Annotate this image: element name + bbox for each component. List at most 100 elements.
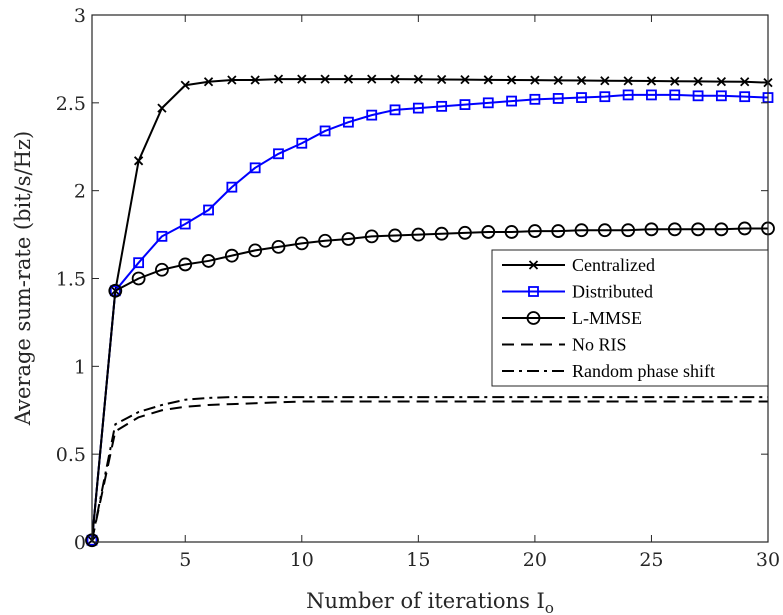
legend-item-centralized-label: Centralized: [572, 255, 655, 275]
y-tick-label: 2.5: [56, 93, 86, 115]
series-distributed-point: [506, 95, 517, 107]
series-l-mmse-point: [621, 223, 636, 238]
series-centralized-point: [320, 74, 330, 84]
y-tick-label: 3: [74, 5, 86, 27]
series-l-mmse-point: [434, 226, 449, 241]
series-centralized-point: [273, 74, 284, 84]
legend-item-centralized-point: [528, 260, 539, 270]
legend-item-l-mmse-point: [526, 311, 541, 325]
series-centralized-line: [91, 78, 769, 541]
series-l-mmse-point: [201, 254, 216, 268]
legend-item-l-mmse: L-MMSE: [502, 308, 642, 328]
series-centralized-point: [740, 77, 750, 87]
series-distributed-point: [343, 116, 354, 128]
series-centralized-point: [343, 74, 354, 84]
x-tick-label: 5: [179, 549, 191, 571]
series-l-mmse-point: [388, 228, 402, 243]
series-distributed-point: [226, 181, 238, 193]
series-distributed-point: [552, 93, 564, 104]
series-distributed-point: [179, 218, 191, 230]
series-distributed-point: [296, 137, 308, 149]
series-l-mmse-point: [691, 222, 705, 237]
series-centralized-point: [670, 76, 680, 86]
series-centralized-point: [576, 75, 587, 86]
series-centralized-point: [623, 76, 633, 86]
series-centralized-point: [460, 75, 470, 85]
legend-item-distributed-label: Distributed: [572, 282, 653, 302]
series-distributed-point: [715, 90, 727, 102]
series-l-mmse-point: [644, 222, 659, 237]
series-distributed-point: [366, 109, 378, 121]
series-l-mmse-point: [364, 229, 379, 244]
series-distributed-point: [529, 93, 541, 105]
series-distributed: [86, 89, 774, 546]
series-l-mmse-point: [527, 224, 542, 238]
x-tick-label: 30: [756, 549, 780, 571]
series-distributed-point: [273, 148, 284, 160]
series-distributed-point: [319, 125, 331, 137]
series-distributed-point: [459, 99, 471, 110]
series-l-mmse-point: [714, 222, 729, 237]
series-centralized-point: [227, 75, 237, 85]
series-no-ris: [91, 400, 768, 541]
y-tick-label: 1.5: [56, 269, 86, 291]
series-distributed-point: [203, 204, 214, 216]
x-tick-label: 20: [523, 549, 547, 571]
legend: Centralized Distributed L-MMSE No RIS Random…: [491, 249, 769, 387]
series-l-mmse-point: [458, 225, 472, 240]
series-l-mmse-point: [481, 225, 496, 239]
legend-item-centralized: Centralized: [502, 255, 655, 275]
series-distributed-point: [436, 100, 448, 112]
legend-item-l-mmse-label: L-MMSE: [572, 308, 642, 328]
series-centralized-point: [600, 76, 610, 86]
series-l-mmse-point: [294, 236, 309, 251]
series-l-mmse-point: [318, 233, 333, 248]
series-l-mmse-point: [597, 223, 612, 238]
series-l-mmse: [85, 221, 775, 548]
tick-layer: 5 10 15 20 25 30 0 0.5 1 1.5 2 2.5 3: [56, 5, 780, 571]
series-l-mmse-point: [411, 227, 426, 242]
series-l-mmse-point: [248, 243, 263, 258]
series-distributed-point: [133, 257, 145, 269]
series-l-mmse-point: [178, 257, 193, 272]
legend-item-distributed-point: [528, 286, 539, 297]
series-distributed-point: [156, 230, 168, 242]
series-layer: [85, 74, 775, 548]
series-centralized-point: [483, 75, 493, 85]
series-l-mmse-point: [224, 248, 239, 263]
series-distributed-point: [576, 92, 587, 103]
series-centralized-point: [297, 74, 307, 84]
y-tick-label: 1: [74, 356, 86, 378]
x-axis-label-main: Number of iterations I: [306, 589, 545, 613]
legend-item-no-ris-label: No RIS: [572, 335, 627, 355]
series-centralized: [87, 74, 773, 545]
series-l-mmse-point: [271, 239, 286, 254]
series-distributed-point: [692, 90, 704, 102]
x-tick-label: 15: [406, 549, 430, 571]
series-centralized-point: [553, 75, 563, 85]
series-distributed-point: [646, 89, 657, 101]
legend-item-no-ris: No RIS: [502, 335, 627, 355]
series-l-mmse-point: [551, 224, 566, 238]
legend-item-random-phase-shift: Random phase shift: [502, 361, 715, 381]
series-l-mmse-point: [108, 283, 123, 298]
series-l-mmse-line: [91, 227, 768, 541]
series-centralized-point: [367, 74, 377, 84]
series-centralized-point: [530, 75, 540, 85]
series-centralized-point: [716, 76, 727, 87]
series-centralized-point: [180, 80, 190, 90]
series-centralized-point: [693, 76, 703, 87]
series-l-mmse-point: [341, 232, 356, 246]
x-tick-label: 10: [290, 549, 314, 571]
series-distributed-point: [482, 97, 494, 109]
series-centralized-point: [646, 76, 657, 86]
x-tick-label: 25: [639, 549, 663, 571]
x-axis-label: Number of iterations Io: [306, 589, 554, 615]
series-l-mmse-point: [131, 271, 146, 286]
series-l-mmse-point: [574, 223, 589, 238]
y-tick-label: 2: [74, 181, 86, 203]
series-centralized-point: [157, 103, 167, 113]
series-distributed-point: [739, 91, 751, 103]
y-tick-label: 0.5: [56, 444, 86, 466]
